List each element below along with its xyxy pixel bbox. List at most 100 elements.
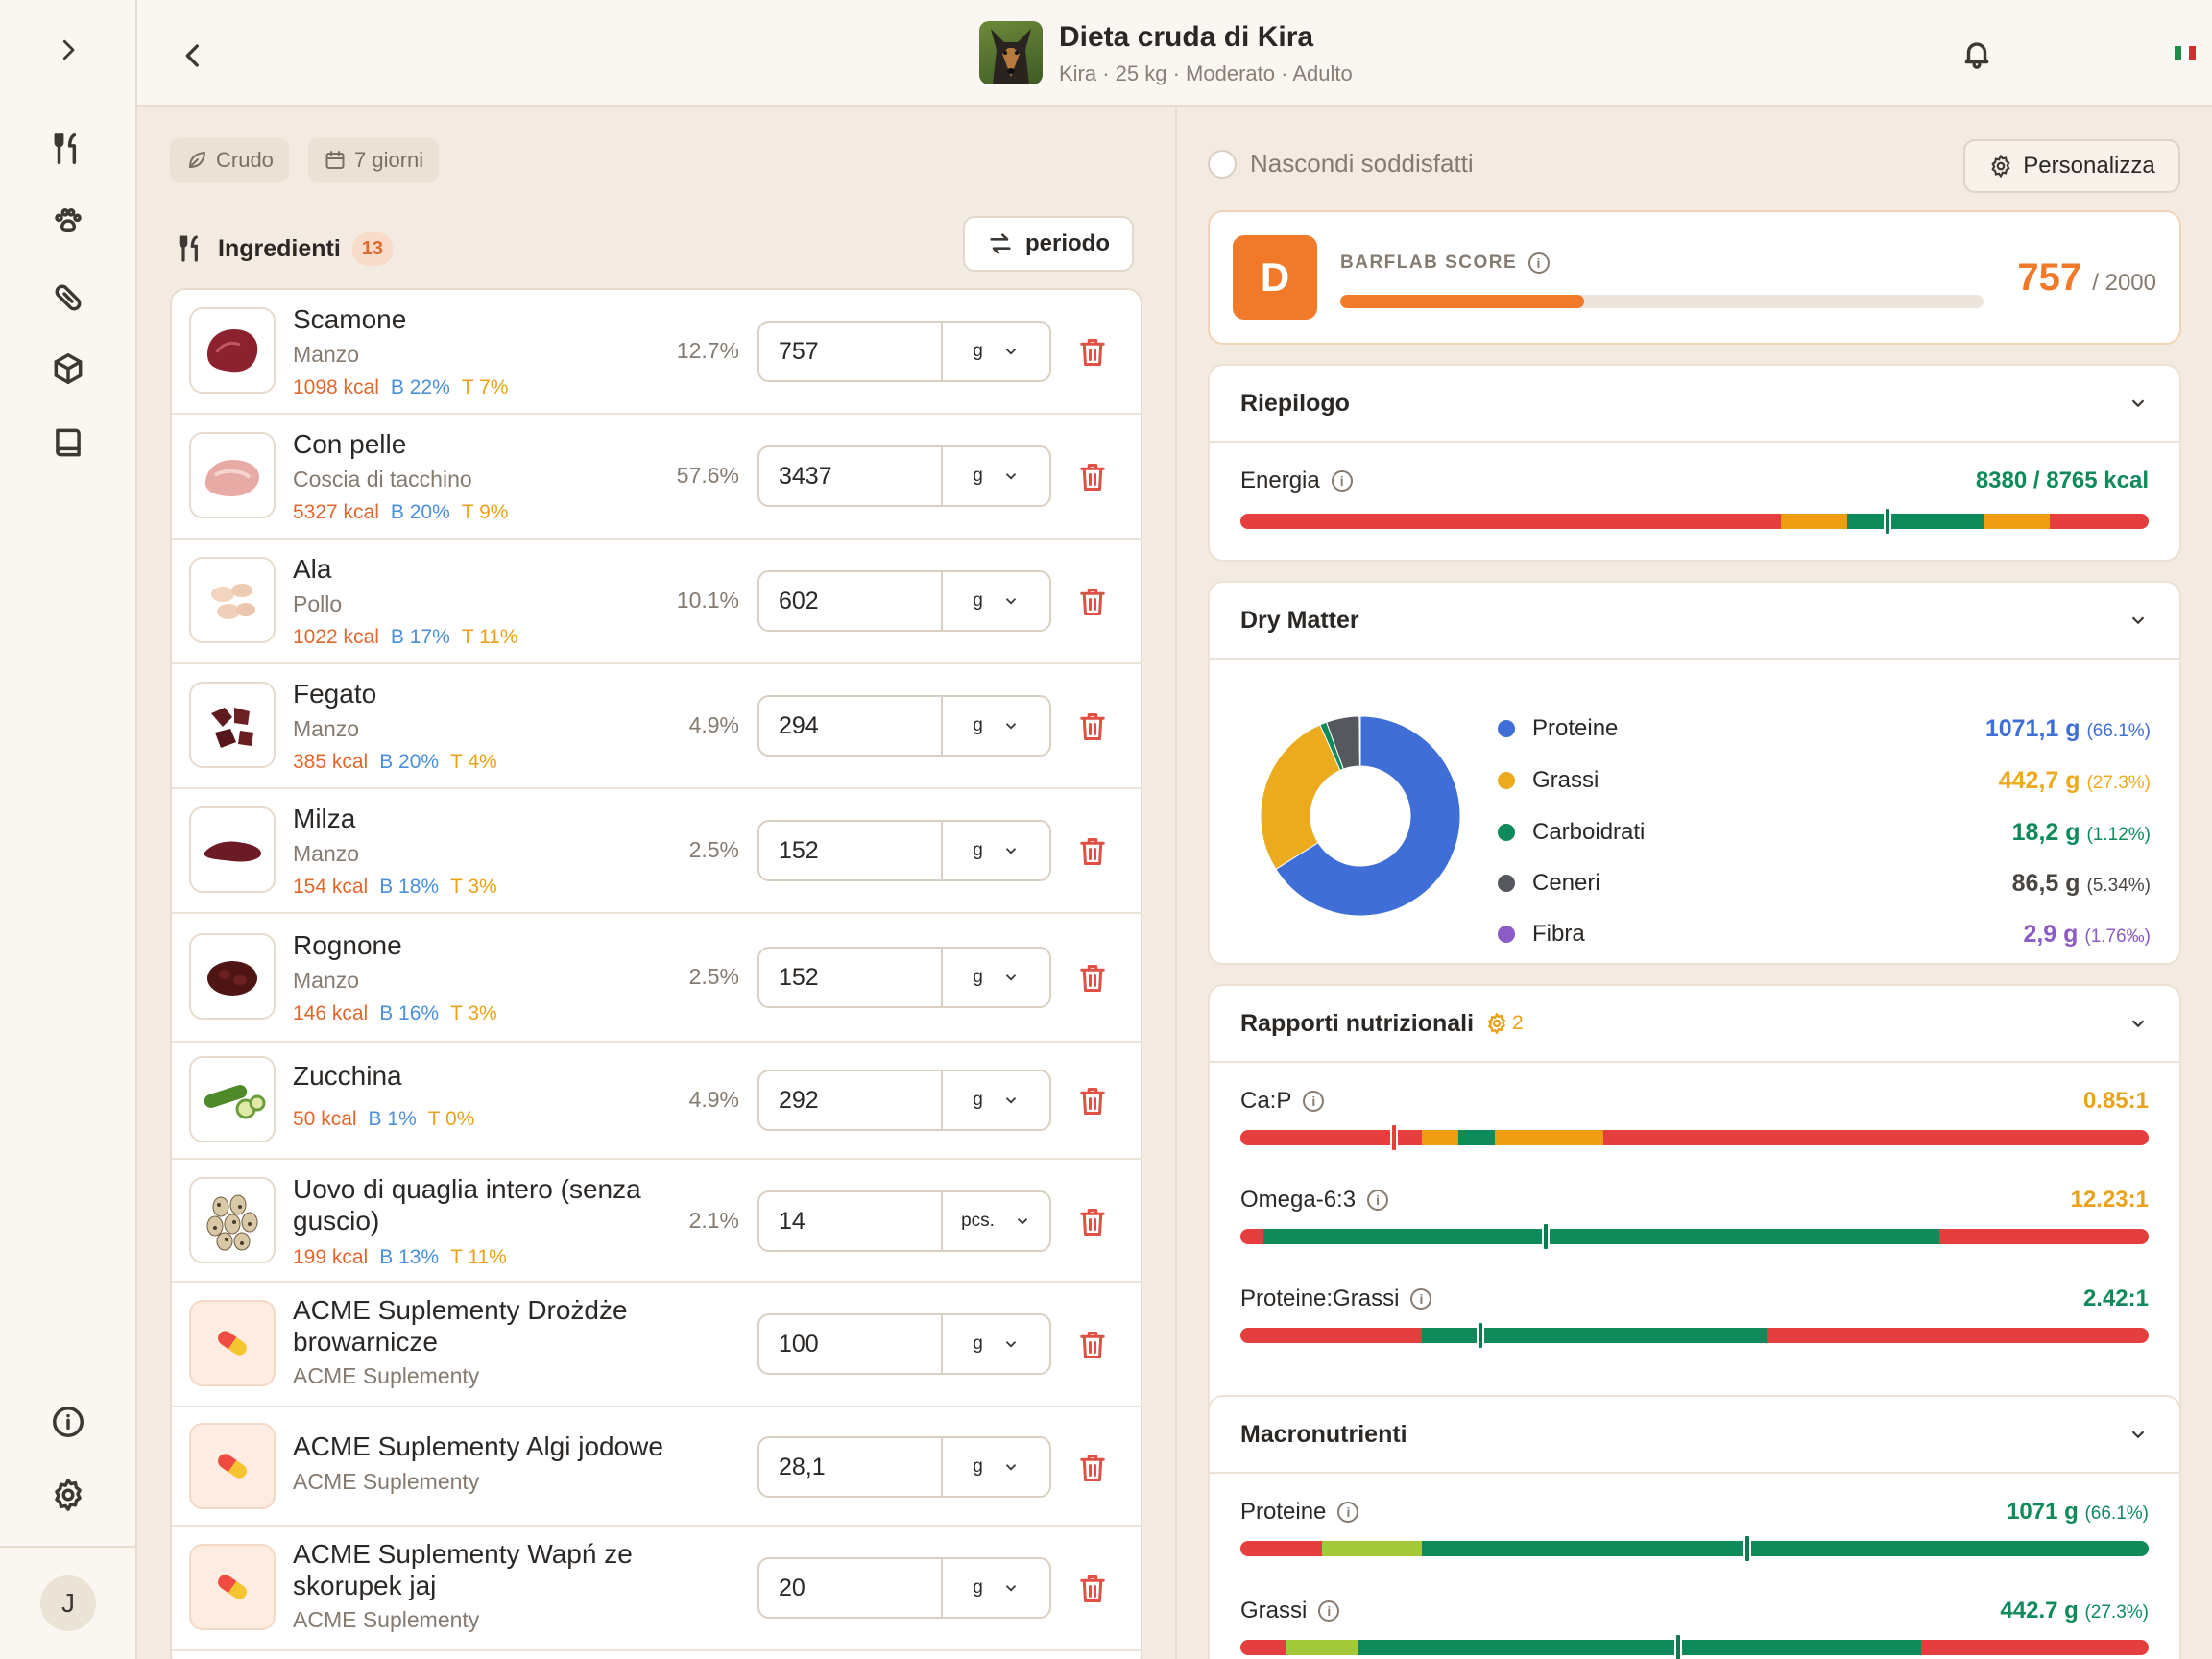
unit-select[interactable]: g: [943, 1438, 1049, 1496]
quantity-field[interactable]: 757 g: [757, 321, 1051, 382]
ingredient-row[interactable]: ACME Suplementy Drożdże browarnicze ACME…: [172, 1283, 1141, 1407]
ingredient-protein: B 1%: [368, 1108, 417, 1130]
delete-button[interactable]: [1078, 1206, 1107, 1238]
ingredient-kcal: 1022 kcal: [293, 626, 379, 648]
ingredient-row[interactable]: Ala Pollo 1022 kcal B 17% T 11% 10.1% 602 g: [172, 540, 1141, 664]
info-icon[interactable]: i: [1367, 1190, 1389, 1211]
quantity-field[interactable]: 28,1 g: [757, 1436, 1051, 1498]
delete-button[interactable]: [1078, 586, 1107, 618]
quantity-field[interactable]: 20 g: [757, 1557, 1051, 1619]
customize-button[interactable]: Personalizza: [1963, 139, 2180, 193]
delete-button[interactable]: [1078, 710, 1107, 743]
paw-icon[interactable]: [48, 201, 88, 241]
quantity-field[interactable]: 14 pcs.: [757, 1190, 1051, 1252]
hide-satisfied-toggle[interactable]: Nascondi soddisfatti: [1208, 149, 1474, 179]
quantity-input[interactable]: 757: [759, 323, 943, 380]
ingredient-fat: T 11%: [450, 1246, 507, 1268]
ingredient-row[interactable]: Milza Manzo 154 kcal B 18% T 3% 2.5% 152 g: [172, 789, 1141, 914]
quantity-input[interactable]: 100: [759, 1315, 943, 1373]
quantity-field[interactable]: 602 g: [757, 570, 1051, 632]
unit-select[interactable]: g: [943, 1559, 1049, 1617]
ratios-header[interactable]: Rapporti nutrizionali 2: [1210, 986, 2179, 1063]
delete-button[interactable]: [1078, 1573, 1107, 1605]
delete-button[interactable]: [1078, 962, 1107, 995]
protein-fat-row: Proteine:Grassi i 2.42:1: [1210, 1261, 2179, 1359]
delete-button[interactable]: [1078, 1452, 1107, 1484]
info-icon[interactable]: i: [1410, 1288, 1432, 1310]
avatar[interactable]: J: [40, 1575, 96, 1631]
delete-button[interactable]: [1078, 461, 1107, 493]
unit-select[interactable]: g: [943, 697, 1049, 755]
info-icon[interactable]: i: [1318, 1600, 1340, 1622]
chevron-down-icon[interactable]: [2128, 610, 2149, 631]
unit-select[interactable]: pcs.: [943, 1192, 1049, 1250]
ingredient-name: ACME Suplementy Algi jodowe: [293, 1431, 663, 1461]
quantity-input[interactable]: 20: [759, 1559, 943, 1617]
chevron-down-icon[interactable]: [2128, 1013, 2149, 1034]
ingredient-row[interactable]: Zucchina 50 kcal B 1% T 0% 4.9% 292 g: [172, 1043, 1141, 1160]
ingredient-row[interactable]: ACME Suplementy Wapń ze skorupek jaj ACM…: [172, 1527, 1141, 1651]
quantity-input[interactable]: 3437: [759, 447, 943, 505]
macronutrients-header[interactable]: Macronutrienti: [1210, 1397, 2179, 1474]
back-button[interactable]: [174, 36, 212, 75]
quantity-input[interactable]: 152: [759, 949, 943, 1006]
toggle-circle[interactable]: [1208, 149, 1237, 179]
quantity-field[interactable]: 3437 g: [757, 445, 1051, 507]
quantity-input[interactable]: 14: [759, 1192, 943, 1250]
quantity-field[interactable]: 152 g: [757, 947, 1051, 1008]
info-icon[interactable]: i: [1528, 252, 1551, 274]
info-icon[interactable]: i: [1337, 1502, 1359, 1523]
info-icon[interactable]: i: [1303, 1091, 1325, 1112]
ingredient-percent: 2.1%: [688, 1208, 739, 1233]
gear-icon[interactable]: [48, 1475, 88, 1515]
quantity-input[interactable]: 292: [759, 1071, 943, 1129]
unit-select[interactable]: g: [943, 822, 1049, 879]
legend-percent: (27.3%): [2086, 772, 2151, 793]
box-icon[interactable]: [48, 349, 88, 389]
filter-chip-raw[interactable]: Crudo: [170, 138, 289, 182]
quantity-input[interactable]: 294: [759, 697, 943, 755]
quantity-input[interactable]: 152: [759, 822, 943, 879]
quantity-field[interactable]: 152 g: [757, 820, 1051, 881]
dry-matter-header[interactable]: Dry Matter: [1210, 583, 2179, 660]
ingredient-source: Pollo: [293, 591, 343, 616]
unit-select[interactable]: g: [943, 447, 1049, 505]
quantity-field[interactable]: 294 g: [757, 695, 1051, 757]
expand-icon[interactable]: [48, 30, 88, 70]
italian-flag-icon[interactable]: [2175, 46, 2196, 60]
unit-select[interactable]: g: [943, 323, 1049, 380]
delete-button[interactable]: [1078, 835, 1107, 868]
period-button[interactable]: periodo: [963, 216, 1134, 272]
chevron-down-icon[interactable]: [2128, 393, 2149, 414]
diet-icon[interactable]: [48, 129, 88, 169]
legend-value: 86,5 g (5.34%): [2012, 870, 2151, 898]
legend-amount: 442,7 g: [1998, 766, 2087, 794]
ingredient-row[interactable]: Rognone Manzo 146 kcal B 16% T 3% 2.5% 152…: [172, 914, 1141, 1043]
delete-button[interactable]: [1078, 1329, 1107, 1361]
quantity-field[interactable]: 100 g: [757, 1313, 1051, 1375]
ingredient-row[interactable]: Fegato Manzo 385 kcal B 20% T 4% 4.9% 294 g: [172, 664, 1141, 789]
pill-icon[interactable]: [48, 277, 88, 318]
quantity-input[interactable]: 28,1: [759, 1438, 943, 1496]
delete-button[interactable]: [1078, 336, 1107, 369]
unit-select[interactable]: g: [943, 1071, 1049, 1129]
unit-select[interactable]: g: [943, 1315, 1049, 1373]
ingredient-row[interactable]: Con pelle Coscia di tacchino 5327 kcal B …: [172, 415, 1141, 540]
bell-icon[interactable]: [1958, 35, 1996, 73]
quantity-field[interactable]: 292 g: [757, 1070, 1051, 1131]
filter-chip-period[interactable]: 7 giorni: [308, 138, 440, 182]
book-icon[interactable]: [48, 422, 88, 463]
ingredient-row[interactable]: Uovo di quaglia intero (senza guscio) 19…: [172, 1160, 1141, 1283]
unit-select[interactable]: g: [943, 949, 1049, 1006]
ingredients-title: Ingredienti: [218, 234, 341, 262]
quantity-input[interactable]: 602: [759, 572, 943, 630]
unit-select[interactable]: g: [943, 572, 1049, 630]
summary-header[interactable]: Riepilogo: [1210, 366, 2179, 443]
chevron-down-icon[interactable]: [2128, 1424, 2149, 1445]
info-icon[interactable]: i: [1331, 470, 1353, 492]
ingredient-row[interactable]: Scamone Manzo 1098 kcal B 22% T 7% 12.7% 7…: [172, 290, 1141, 415]
chevron-down-icon: [1005, 473, 1016, 480]
ingredient-row[interactable]: ACME Suplementy Algi jodowe ACME Supleme…: [172, 1407, 1141, 1527]
info-icon[interactable]: [48, 1402, 88, 1442]
delete-button[interactable]: [1078, 1085, 1107, 1118]
